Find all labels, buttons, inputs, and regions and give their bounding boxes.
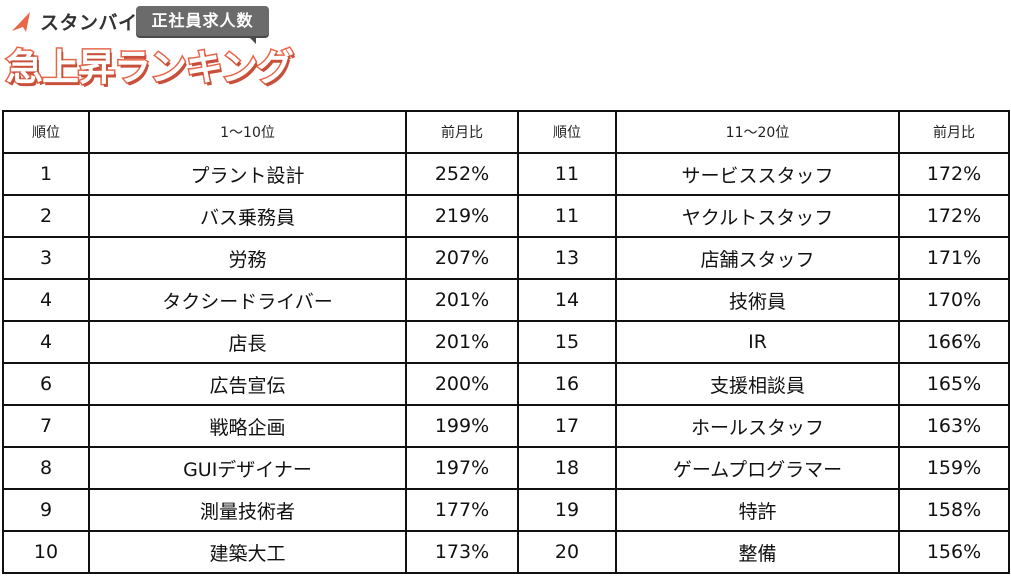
header-rank: 順位 [2,110,90,154]
brand-name: スタンバイ [40,12,138,34]
header-pct: 前月比 [405,110,519,154]
job-name-cell: 労務 [88,236,407,280]
rank-cell: 20 [517,530,617,574]
pct-cell: 172% [898,152,1010,196]
rank-cell: 10 [2,530,90,574]
table-row: 17 ホールスタッフ 163% [517,404,1010,448]
job-name-cell: ヤクルトスタッフ [615,194,900,238]
rank-cell: 4 [2,320,90,364]
pct-cell: 159% [898,446,1010,490]
ranking-table-1-10: 順位 1〜10位 前月比 1 プラント設計 252% 2 バス乗務員 219% 3 労務 2… [2,110,519,574]
table-row: 9 測量技術者 177% [2,488,519,532]
rank-cell: 9 [2,488,90,532]
pct-cell: 170% [898,278,1010,322]
job-name-cell: IR [615,320,900,364]
job-name-cell: 建築大工 [88,530,407,574]
pct-cell: 252% [405,152,519,196]
rank-cell: 11 [517,152,617,196]
pct-cell: 163% [898,404,1010,448]
rank-cell: 3 [2,236,90,280]
table-row: 8 GUIデザイナー 197% [2,446,519,490]
rank-cell: 18 [517,446,617,490]
header-rank: 順位 [517,110,617,154]
rank-cell: 6 [2,362,90,406]
job-name-cell: バス乗務員 [88,194,407,238]
table-row: 15 IR 166% [517,320,1010,364]
job-name-cell: 技術員 [615,278,900,322]
table-row: 20 整備 156% [517,530,1010,574]
pct-cell: 201% [405,278,519,322]
rank-cell: 16 [517,362,617,406]
page-title: 急上昇ランキング [5,45,296,91]
rank-cell: 14 [517,278,617,322]
job-name-cell: GUIデザイナー [88,446,407,490]
table-row: 6 広告宣伝 200% [2,362,519,406]
table-row: 14 技術員 170% [517,278,1010,322]
rank-cell: 13 [517,236,617,280]
table-row: 7 戦略企画 199% [2,404,519,448]
pct-cell: 173% [405,530,519,574]
pct-cell: 166% [898,320,1010,364]
rank-cell: 19 [517,488,617,532]
pct-cell: 219% [405,194,519,238]
rank-cell: 1 [2,152,90,196]
table-header-row: 順位 11〜20位 前月比 [517,110,1010,154]
table-row: 18 ゲームプログラマー 159% [517,446,1010,490]
job-name-cell: ホールスタッフ [615,404,900,448]
table-row: 19 特許 158% [517,488,1010,532]
pct-cell: 171% [898,236,1010,280]
job-name-cell: サービススタッフ [615,152,900,196]
rank-cell: 17 [517,404,617,448]
job-name-cell: 戦略企画 [88,404,407,448]
category-badge: 正社員求人数 [136,6,269,36]
pct-cell: 199% [405,404,519,448]
rank-cell: 15 [517,320,617,364]
job-name-cell: 店長 [88,320,407,364]
table-row: 3 労務 207% [2,236,519,280]
table-row: 11 サービススタッフ 172% [517,152,1010,196]
pct-cell: 156% [898,530,1010,574]
rank-cell: 8 [2,446,90,490]
table-row: 11 ヤクルトスタッフ 172% [517,194,1010,238]
job-name-cell: 広告宣伝 [88,362,407,406]
brand-arrow-icon [12,11,30,32]
job-name-cell: ゲームプログラマー [615,446,900,490]
table-header-row: 順位 1〜10位 前月比 [2,110,519,154]
rank-cell: 4 [2,278,90,322]
job-name-cell: 整備 [615,530,900,574]
pct-cell: 177% [405,488,519,532]
ranking-tables: 順位 1〜10位 前月比 1 プラント設計 252% 2 バス乗務員 219% 3 労務 2… [2,110,1010,574]
ranking-table-11-20: 順位 11〜20位 前月比 11 サービススタッフ 172% 11 ヤクルトスタッフ 1… [517,110,1010,574]
table-row: 2 バス乗務員 219% [2,194,519,238]
header-name: 11〜20位 [615,110,900,154]
rank-cell: 11 [517,194,617,238]
header-pct: 前月比 [898,110,1010,154]
table-row: 16 支援相談員 165% [517,362,1010,406]
brand-logo: スタンバイ [10,8,138,35]
pct-cell: 207% [405,236,519,280]
rank-cell: 7 [2,404,90,448]
job-name-cell: 店舗スタッフ [615,236,900,280]
pct-cell: 200% [405,362,519,406]
pct-cell: 165% [898,362,1010,406]
badge-tail-shape [248,36,256,44]
table-row: 1 プラント設計 252% [2,152,519,196]
job-name-cell: タクシードライバー [88,278,407,322]
header-name: 1〜10位 [88,110,407,154]
job-name-cell: 特許 [615,488,900,532]
table-row: 4 店長 201% [2,320,519,364]
table-row: 4 タクシードライバー 201% [2,278,519,322]
pct-cell: 197% [405,446,519,490]
pct-cell: 172% [898,194,1010,238]
pct-cell: 201% [405,320,519,364]
table-row: 13 店舗スタッフ 171% [517,236,1010,280]
pct-cell: 158% [898,488,1010,532]
ranking-header: スタンバイ 正社員求人数 急上昇ランキング [0,0,300,105]
table-row: 10 建築大工 173% [2,530,519,574]
job-name-cell: 支援相談員 [615,362,900,406]
job-name-cell: 測量技術者 [88,488,407,532]
rank-cell: 2 [2,194,90,238]
job-name-cell: プラント設計 [88,152,407,196]
